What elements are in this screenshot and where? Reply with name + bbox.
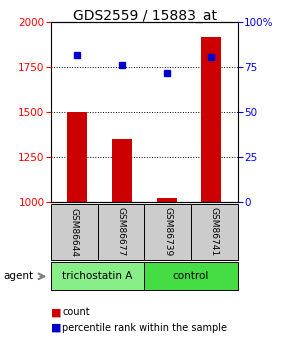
Text: trichostatin A: trichostatin A bbox=[62, 272, 133, 281]
Text: GSM86739: GSM86739 bbox=[163, 207, 172, 257]
Text: count: count bbox=[62, 307, 90, 317]
Text: GSM86677: GSM86677 bbox=[116, 207, 125, 257]
Text: percentile rank within the sample: percentile rank within the sample bbox=[62, 323, 227, 333]
Text: control: control bbox=[173, 272, 209, 281]
Bar bbox=[157, 198, 177, 202]
Text: GSM86741: GSM86741 bbox=[210, 207, 219, 257]
Bar bbox=[68, 112, 88, 202]
Text: ■: ■ bbox=[51, 323, 61, 333]
Text: GDS2559 / 15883_at: GDS2559 / 15883_at bbox=[73, 9, 217, 23]
Text: ■: ■ bbox=[51, 307, 61, 317]
Text: agent: agent bbox=[3, 272, 33, 281]
Bar bbox=[201, 37, 221, 202]
Text: GSM86644: GSM86644 bbox=[70, 207, 79, 257]
Bar bbox=[112, 139, 132, 202]
